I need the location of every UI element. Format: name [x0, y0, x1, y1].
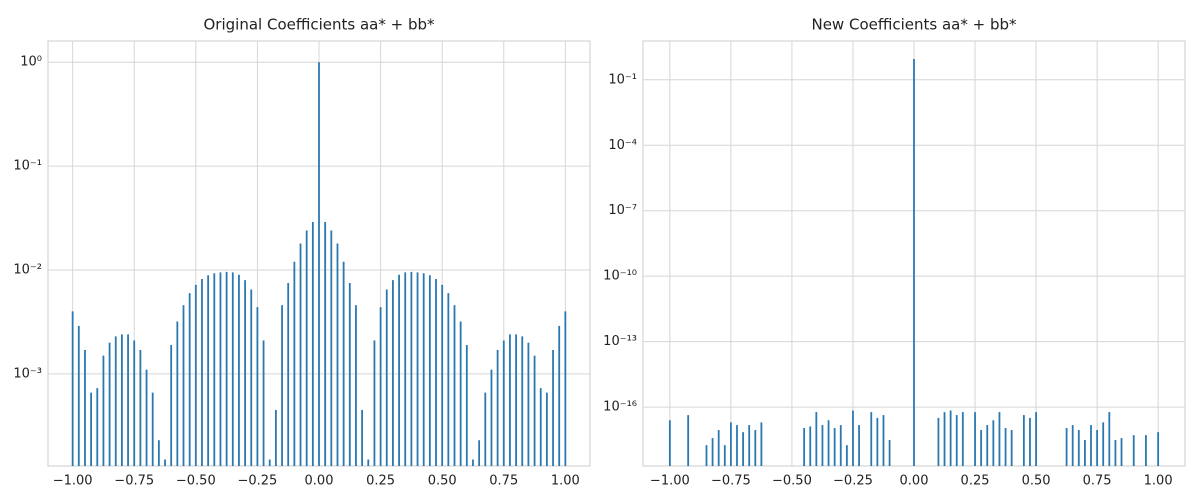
- x-tick-label: −0.75: [711, 474, 751, 489]
- x-tick-label: 0.50: [428, 474, 457, 489]
- x-tick-label: 0.25: [961, 474, 990, 489]
- y-tick-label: 10⁻¹³: [603, 334, 637, 349]
- x-tick-label: −0.25: [237, 474, 277, 489]
- x-tick-label: 1.00: [551, 474, 580, 489]
- y-tick-label: 10⁻¹⁶: [603, 400, 637, 415]
- x-tick-label: −1.00: [650, 474, 690, 489]
- y-tick-label: 10⁻¹: [608, 72, 637, 87]
- x-tick-label: 1.00: [1144, 474, 1173, 489]
- y-tick-label: 10⁻⁷: [608, 203, 637, 218]
- x-tick-label: −0.50: [176, 474, 216, 489]
- chart-title: Original Coefficients aa* + bb*: [204, 16, 435, 34]
- y-tick-label: 10⁻⁴: [608, 138, 637, 153]
- chart-title: New Coefficients aa* + bb*: [811, 16, 1017, 34]
- x-tick-label: 0.25: [366, 474, 395, 489]
- x-tick-label: 0.75: [1083, 474, 1112, 489]
- x-tick-label: 0.00: [900, 474, 929, 489]
- x-tick-label: −0.25: [833, 474, 873, 489]
- x-tick-label: −1.00: [53, 474, 93, 489]
- x-tick-label: −0.75: [114, 474, 154, 489]
- y-tick-label: 10⁻¹: [13, 159, 42, 174]
- x-tick-label: 0.75: [489, 474, 518, 489]
- x-tick-label: −0.50: [772, 474, 812, 489]
- y-tick-label: 10⁻¹⁰: [603, 269, 637, 284]
- y-tick-label: 10⁰: [20, 55, 42, 70]
- x-tick-label: 0.00: [305, 474, 334, 489]
- x-tick-label: 0.50: [1022, 474, 1051, 489]
- y-tick-label: 10⁻³: [13, 366, 42, 381]
- y-tick-label: 10⁻²: [13, 263, 42, 278]
